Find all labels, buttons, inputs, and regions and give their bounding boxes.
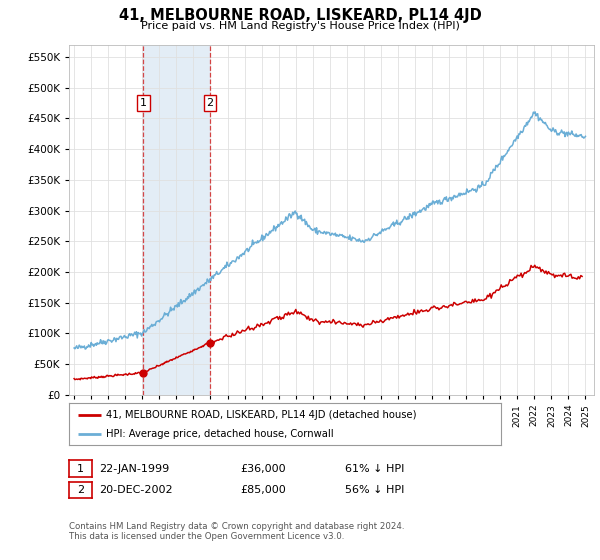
Text: 2: 2 bbox=[77, 485, 84, 495]
Text: 61% ↓ HPI: 61% ↓ HPI bbox=[345, 464, 404, 474]
Bar bbox=[143, 45, 210, 395]
Text: £85,000: £85,000 bbox=[240, 485, 286, 495]
Text: 41, MELBOURNE ROAD, LISKEARD, PL14 4JD: 41, MELBOURNE ROAD, LISKEARD, PL14 4JD bbox=[119, 8, 481, 24]
Text: Price paid vs. HM Land Registry's House Price Index (HPI): Price paid vs. HM Land Registry's House … bbox=[140, 21, 460, 31]
Text: 41, MELBOURNE ROAD, LISKEARD, PL14 4JD (detached house): 41, MELBOURNE ROAD, LISKEARD, PL14 4JD (… bbox=[106, 409, 416, 419]
Text: 20-DEC-2002: 20-DEC-2002 bbox=[99, 485, 173, 495]
Text: 56% ↓ HPI: 56% ↓ HPI bbox=[345, 485, 404, 495]
Text: £36,000: £36,000 bbox=[240, 464, 286, 474]
Text: 1: 1 bbox=[140, 98, 147, 108]
Text: 2: 2 bbox=[206, 98, 214, 108]
Text: 22-JAN-1999: 22-JAN-1999 bbox=[99, 464, 169, 474]
Text: Contains HM Land Registry data © Crown copyright and database right 2024.
This d: Contains HM Land Registry data © Crown c… bbox=[69, 522, 404, 542]
Text: 1: 1 bbox=[77, 464, 84, 474]
Text: HPI: Average price, detached house, Cornwall: HPI: Average price, detached house, Corn… bbox=[106, 429, 334, 439]
